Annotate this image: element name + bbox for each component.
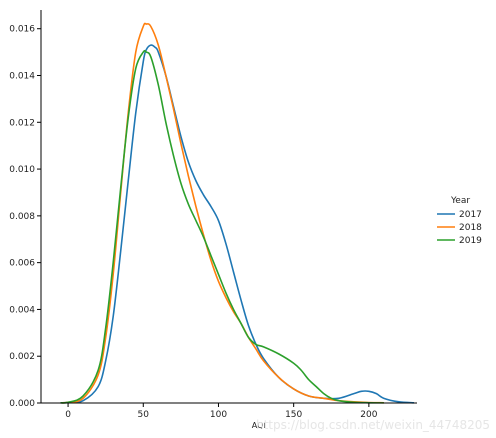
y-tick-label: 0.006	[9, 259, 35, 269]
y-tick-label: 0.014	[9, 72, 35, 82]
y-tick-label: 0.000	[9, 399, 35, 409]
y-ticks: 0.000 0.002 0.004 0.006 0.008 0.010 0.012 0.014…	[9, 25, 41, 409]
y-tick-label: 0.012	[9, 118, 35, 128]
x-tick-label: 50	[138, 410, 150, 420]
y-tick-label: 0.016	[9, 25, 35, 35]
series-line-2017	[60, 44, 415, 404]
legend-title: Year	[450, 196, 470, 206]
axes	[40, 10, 417, 404]
x-tick-label: 0	[65, 410, 71, 420]
x-tick-label: 200	[360, 410, 377, 420]
y-tick-label: 0.004	[9, 305, 35, 315]
series-line-2019	[60, 49, 384, 404]
legend-label-2017: 2017	[459, 210, 482, 220]
watermark: https://blog.csdn.net/weixin_44748205	[256, 418, 490, 432]
legend-label-2019: 2019	[459, 236, 482, 246]
y-tick-label: 0.008	[9, 212, 35, 222]
y-tick-label: 0.010	[9, 165, 35, 175]
x-ticks: 0 50 100 150 200	[65, 403, 378, 420]
series-lines	[60, 22, 415, 404]
x-tick-label: 150	[285, 410, 302, 420]
legend: Year 2017 2018 2019	[437, 196, 482, 246]
x-tick-label: 100	[210, 410, 227, 420]
y-tick-label: 0.002	[9, 352, 35, 362]
legend-label-2018: 2018	[459, 223, 482, 233]
x-axis-label: AQI	[252, 421, 266, 430]
